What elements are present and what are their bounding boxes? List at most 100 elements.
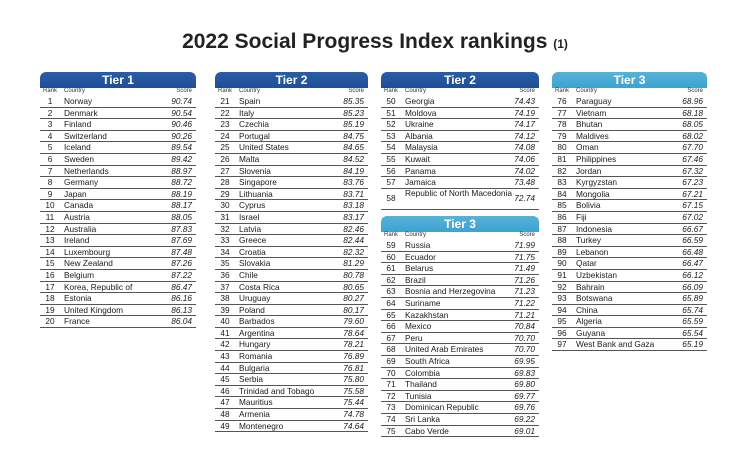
rank-cell: 96: [557, 327, 567, 338]
column-header-country: Country: [405, 232, 427, 238]
score-cell: 86.13: [171, 304, 192, 315]
column-headers: Rank Country Score: [40, 88, 196, 96]
country-cell: Tunisia: [405, 390, 432, 401]
country-cell: Bahrain: [576, 281, 605, 292]
score-cell: 65.59: [682, 316, 703, 327]
table-row: 12 Australia 87.83: [40, 224, 196, 236]
rank-cell: 23: [220, 119, 230, 130]
score-cell: 90.74: [171, 96, 192, 106]
table-row: 71 Thailand 69.80: [381, 379, 539, 391]
column-header-score: Score: [519, 232, 535, 238]
table-row: 95 Algeria 65.59: [552, 316, 707, 328]
country-cell: Japan: [64, 188, 87, 199]
rank-cell: 3: [47, 119, 53, 130]
rank-cell: 56: [386, 165, 396, 176]
table-row: 43 Romania 76.89: [215, 351, 368, 363]
rank-cell: 69: [386, 355, 396, 366]
country-cell: Bosnia and Herzegovina: [405, 286, 496, 297]
score-cell: 76.89: [343, 351, 364, 362]
country-cell: Belarus: [405, 263, 434, 274]
column-headers: Rank Country Score: [552, 88, 707, 96]
country-cell: Kyrgyzstan: [576, 177, 618, 188]
score-cell: 68.05: [682, 119, 703, 130]
score-cell: 84.19: [343, 165, 364, 176]
table-row: 24 Portugal 84.75: [215, 131, 368, 143]
country-cell: Mauritius: [239, 397, 273, 408]
table-row: 29 Lithuania 83.71: [215, 189, 368, 201]
column-headers: Rank Country Score: [215, 88, 368, 96]
column-header-country: Country: [576, 88, 598, 94]
rank-cell: 65: [386, 309, 396, 320]
rank-cell: 13: [45, 235, 55, 246]
rank-cell: 26: [220, 153, 230, 164]
country-cell: Brazil: [405, 274, 426, 285]
score-cell: 69.01: [514, 425, 535, 436]
score-cell: 88.17: [171, 200, 192, 211]
rank-cell: 80: [557, 142, 567, 153]
table-row: 66 Mexico 70.84: [381, 321, 539, 333]
rank-cell: 57: [386, 177, 396, 188]
country-cell: Poland: [239, 304, 265, 315]
score-cell: 71.49: [514, 263, 535, 274]
country-cell: Sweden: [64, 153, 94, 164]
score-cell: 68.96: [682, 96, 703, 106]
score-cell: 80.65: [343, 281, 364, 292]
score-cell: 69.80: [514, 379, 535, 390]
rank-cell: 5: [47, 142, 53, 153]
score-cell: 88.97: [171, 165, 192, 176]
tier3-panel-b: Tier 3 Rank Country Score 76 Paraguay 68.96 77 V…: [552, 72, 707, 352]
country-cell: Malta: [239, 153, 260, 164]
rank-cell: 77: [557, 107, 567, 118]
score-cell: 67.21: [682, 188, 703, 199]
table-row: 10 Canada 88.17: [40, 200, 196, 212]
table-row: 82 Jordan 67.32: [552, 166, 707, 178]
score-cell: 78.64: [343, 327, 364, 338]
table-row: 25 United States 84.65: [215, 142, 368, 154]
tier2-panel-b: Tier 2 Rank Country Score 50 Georgia 74.43 51 Mo…: [381, 72, 539, 210]
country-cell: Cyprus: [239, 200, 266, 211]
table-row: 30 Cyprus 83.18: [215, 200, 368, 212]
rank-cell: 41: [220, 327, 230, 338]
country-cell: France: [64, 316, 90, 327]
rank-cell: 51: [386, 107, 396, 118]
rank-cell: 62: [386, 274, 396, 285]
score-cell: 66.09: [682, 281, 703, 292]
score-cell: 69.83: [514, 367, 535, 378]
country-cell: United Arab Emirates: [405, 344, 484, 355]
rank-cell: 38: [220, 293, 230, 304]
table-row: 18 Estonia 86.16: [40, 293, 196, 305]
country-cell: Moldova: [405, 107, 437, 118]
rank-cell: 95: [557, 316, 567, 327]
table-row: 65 Kazakhstan 71.21: [381, 310, 539, 322]
table-row: 28 Singapore 83.76: [215, 177, 368, 189]
score-cell: 65.54: [682, 327, 703, 338]
country-cell: Turkey: [576, 235, 602, 246]
tier-header: Tier 3: [381, 216, 539, 232]
table-row: 15 New Zealand 87.26: [40, 258, 196, 270]
rank-cell: 40: [220, 316, 230, 327]
country-cell: Costa Rica: [239, 281, 280, 292]
table-row: 69 South Africa 69.95: [381, 356, 539, 368]
score-cell: 71.26: [514, 274, 535, 285]
table-row: 59 Russia 71.99: [381, 240, 539, 252]
rank-cell: 72: [386, 390, 396, 401]
country-cell: Botswana: [576, 293, 613, 304]
table-row: 20 France 86.04: [40, 316, 196, 328]
column-headers: Rank Country Score: [381, 88, 539, 96]
country-cell: Ireland: [64, 235, 90, 246]
rank-cell: 7: [47, 165, 53, 176]
rank-cell: 25: [220, 142, 230, 153]
country-cell: Albania: [405, 130, 433, 141]
score-cell: 66.59: [682, 235, 703, 246]
table-row: 22 Italy 85.23: [215, 108, 368, 120]
table-row: 44 Bulgaria 76.81: [215, 363, 368, 375]
tier-header: Tier 3: [552, 72, 707, 88]
country-cell: Indonesia: [576, 223, 612, 234]
table-row: 68 United Arab Emirates 70.70: [381, 344, 539, 356]
score-cell: 67.02: [682, 211, 703, 222]
table-row: 32 Latvia 82.46: [215, 224, 368, 236]
rank-cell: 74: [386, 413, 396, 424]
rank-cell: 52: [386, 119, 396, 130]
table-row: 7 Netherlands 88.97: [40, 166, 196, 178]
table-row: 11 Austria 88.05: [40, 212, 196, 224]
